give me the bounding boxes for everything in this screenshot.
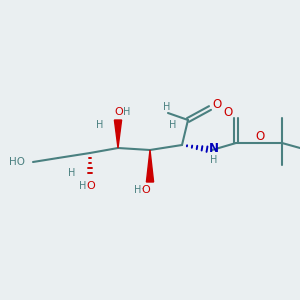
Text: H: H (68, 168, 76, 178)
Text: H: H (79, 182, 86, 191)
Text: HO: HO (9, 157, 25, 167)
Text: O: O (212, 98, 221, 112)
Text: O: O (223, 106, 232, 119)
Text: H: H (123, 107, 130, 117)
Text: O: O (114, 107, 123, 117)
Text: O: O (255, 130, 264, 143)
Text: ·: · (140, 185, 143, 194)
Text: H: H (163, 102, 170, 112)
Text: H: H (134, 185, 141, 195)
Text: H: H (96, 120, 104, 130)
Text: H: H (169, 120, 177, 130)
Text: O: O (141, 185, 150, 195)
Polygon shape (114, 120, 122, 148)
Polygon shape (146, 150, 154, 182)
Text: N: N (208, 142, 218, 155)
Text: O: O (86, 182, 95, 191)
Text: H: H (210, 154, 217, 165)
